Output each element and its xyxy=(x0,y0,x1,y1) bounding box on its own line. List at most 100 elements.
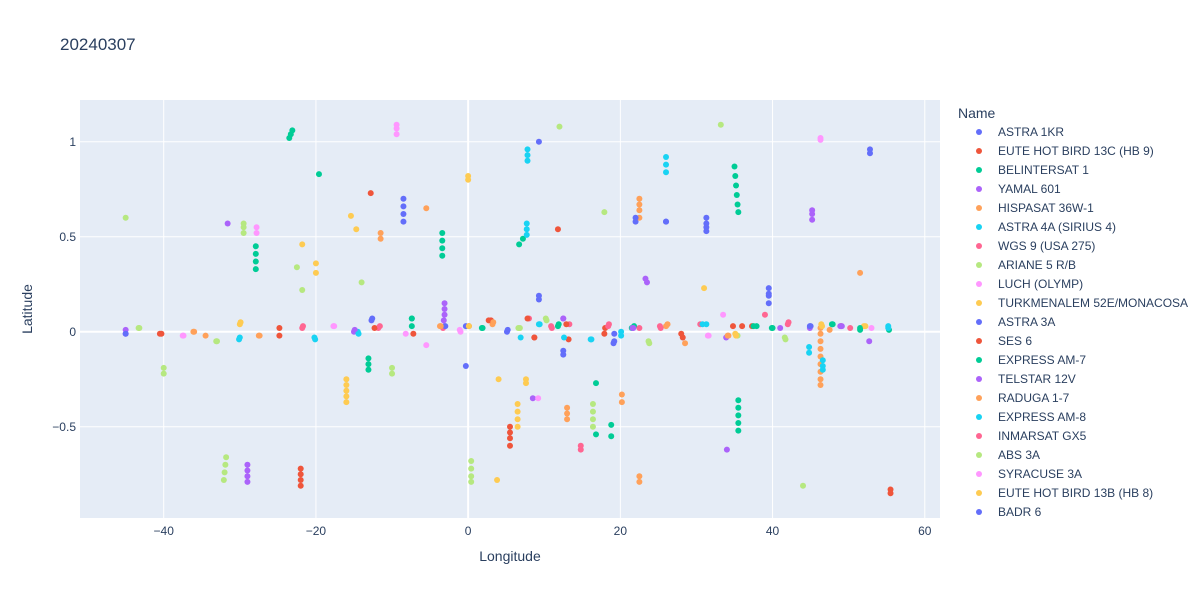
data-point xyxy=(244,473,251,480)
legend-item[interactable]: LUCH (OLYMP) xyxy=(976,277,1083,291)
data-point xyxy=(519,235,526,242)
data-point xyxy=(507,423,513,430)
data-point xyxy=(490,319,497,326)
data-point xyxy=(605,323,612,330)
legend-item[interactable]: EXPRESS AM-7 xyxy=(976,353,1086,367)
data-point xyxy=(733,192,740,198)
data-point xyxy=(276,332,283,339)
data-point xyxy=(535,395,542,402)
data-point xyxy=(724,332,731,339)
data-point xyxy=(252,258,259,265)
data-point xyxy=(577,446,584,453)
legend-item[interactable]: TELSTAR 12V xyxy=(976,372,1076,386)
data-point xyxy=(735,412,742,419)
data-point xyxy=(462,363,469,369)
legend-item[interactable]: WGS 9 (USA 275) xyxy=(976,239,1095,253)
legend-label: BADR 6 xyxy=(998,505,1042,519)
data-point xyxy=(441,300,448,307)
data-point xyxy=(785,319,792,326)
legend-label: LUCH (OLYMP) xyxy=(998,277,1083,291)
data-point xyxy=(353,226,360,233)
data-point xyxy=(857,325,864,331)
legend-label: BELINTERSAT 1 xyxy=(998,163,1089,177)
legend-item[interactable]: ARIANE 5 R/B xyxy=(976,258,1076,272)
data-point xyxy=(252,266,259,273)
data-point xyxy=(678,330,685,337)
legend-item[interactable]: SYRACUSE 3A xyxy=(976,467,1082,481)
data-point xyxy=(160,364,167,371)
x-tick-label: 60 xyxy=(918,524,932,538)
data-point xyxy=(817,135,824,141)
legend-item[interactable]: EUTE HOT BIRD 13C (HB 9) xyxy=(976,144,1154,158)
data-point xyxy=(190,328,197,335)
data-point xyxy=(400,218,407,225)
data-point xyxy=(554,323,561,330)
data-point xyxy=(442,323,449,330)
data-point xyxy=(312,269,319,276)
data-point xyxy=(663,218,670,225)
data-point xyxy=(809,207,816,214)
data-point xyxy=(393,121,400,128)
data-point xyxy=(408,323,415,330)
data-point xyxy=(704,332,711,339)
legend-item[interactable]: TURKMENALEM 52E/MONACOSA xyxy=(976,296,1188,310)
data-point xyxy=(542,315,549,322)
data-point xyxy=(524,315,531,322)
data-point xyxy=(517,334,524,341)
legend-marker xyxy=(976,243,982,249)
data-point xyxy=(589,423,596,430)
y-tick-label: 0.5 xyxy=(59,230,76,244)
data-point xyxy=(761,311,768,318)
data-point xyxy=(729,323,736,330)
data-point xyxy=(439,230,446,236)
legend-item[interactable]: BELINTERSAT 1 xyxy=(976,163,1089,177)
data-point xyxy=(857,269,864,276)
legend-item[interactable]: INMARSAT GX5 xyxy=(976,429,1087,443)
data-point xyxy=(299,287,306,293)
legend-marker xyxy=(976,471,982,477)
data-point xyxy=(253,230,260,236)
y-tick-label: −0.5 xyxy=(52,420,76,434)
legend-item[interactable]: ASTRA 4A (SIRIUS 4) xyxy=(976,220,1116,234)
legend-item[interactable]: SES 6 xyxy=(976,334,1032,348)
data-point xyxy=(347,212,354,219)
legend-marker xyxy=(976,262,982,268)
legend-item[interactable]: ASTRA 3A xyxy=(976,315,1055,329)
data-point xyxy=(514,416,521,423)
legend-item[interactable]: HISPASAT 36W-1 xyxy=(976,201,1094,215)
data-point xyxy=(819,357,826,364)
legend-item[interactable]: ASTRA 1KR xyxy=(976,125,1064,139)
data-point xyxy=(699,321,706,328)
legend-item[interactable]: ABS 3A xyxy=(976,448,1040,462)
legend-item[interactable]: EUTE HOT BIRD 13B (HB 8) xyxy=(976,486,1153,500)
series-20 xyxy=(122,317,813,347)
data-point xyxy=(514,401,521,407)
data-point xyxy=(297,465,304,472)
legend-label: RADUGA 1-7 xyxy=(998,391,1070,405)
legend-item[interactable]: YAMAL 601 xyxy=(976,182,1061,196)
x-tick-label: −20 xyxy=(306,524,327,538)
data-point xyxy=(343,399,350,406)
data-point xyxy=(765,290,772,297)
legend-item[interactable]: BADR 6 xyxy=(976,505,1042,519)
series-16 xyxy=(299,319,792,330)
data-point xyxy=(343,387,350,394)
data-point xyxy=(618,399,625,406)
data-point xyxy=(731,163,738,170)
legend-label: EXPRESS AM-8 xyxy=(998,410,1086,424)
data-point xyxy=(393,131,400,138)
data-point xyxy=(377,230,384,236)
data-point xyxy=(723,446,730,453)
data-point xyxy=(293,264,300,271)
legend-title: Name xyxy=(958,105,996,121)
legend-marker xyxy=(976,395,982,401)
data-point xyxy=(299,241,306,248)
legend-marker xyxy=(976,376,982,382)
legend-item[interactable]: RADUGA 1-7 xyxy=(976,391,1070,405)
legend-label: YAMAL 601 xyxy=(998,182,1061,196)
data-point xyxy=(610,340,617,347)
data-point xyxy=(289,127,296,134)
data-point xyxy=(297,482,304,489)
legend-item[interactable]: EXPRESS AM-8 xyxy=(976,410,1086,424)
legend[interactable]: ASTRA 1KR EUTE HOT BIRD 13C (HB 9) BELINTE… xyxy=(976,125,1188,519)
